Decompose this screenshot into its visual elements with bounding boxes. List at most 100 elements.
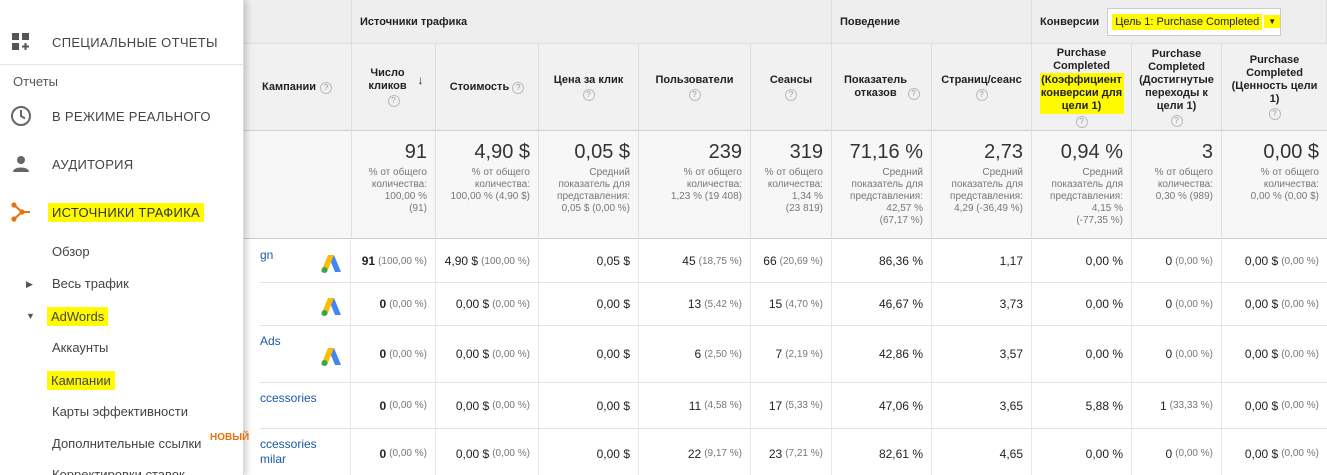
- cell-percent: (0,00 %): [1281, 400, 1319, 411]
- sidebar-subitem-bid-adjustments[interactable]: Корректировки ставок: [52, 467, 185, 475]
- header-cost[interactable]: Стоимость ?: [436, 44, 539, 131]
- help-icon[interactable]: ?: [688, 88, 701, 101]
- clock-icon: [10, 105, 32, 127]
- sidebar-subitem-campaigns[interactable]: Кампании: [47, 371, 115, 390]
- help-icon[interactable]: ?: [512, 82, 525, 94]
- cell-clicks: 0 (0,00 %): [352, 429, 436, 475]
- total-sub: 100,00 % (4,90 $): [450, 191, 531, 202]
- header-completions[interactable]: Purchase Completed (Достигнутые переходы…: [1132, 44, 1222, 131]
- sidebar-subitem-adwords[interactable]: AdWords: [47, 307, 109, 326]
- table-row[interactable]: 0 (0,00 %) 0,00 $ (0,00 %) 0,00 $13 (5,42 %) 1…: [260, 283, 1327, 326]
- cell-percent: (4,58 %): [704, 400, 742, 411]
- sidebar-subitem-all-traffic[interactable]: Весь трафик: [52, 276, 129, 291]
- total-sub: 0,30 % (989): [1155, 191, 1213, 202]
- header-cpc-label: Цена за клик: [553, 73, 624, 86]
- cell-value: 6: [694, 347, 702, 361]
- help-icon[interactable]: ?: [907, 88, 920, 100]
- cell-percent: (0,00 %): [1175, 298, 1213, 310]
- cell-percent: (0,00 %): [389, 298, 427, 310]
- sidebar-subitem-sitelinks[interactable]: Дополнительные ссылки: [52, 436, 202, 451]
- total-sub: (91): [409, 203, 427, 214]
- sidebar-subitem-accounts[interactable]: Аккаунты: [52, 340, 109, 355]
- help-icon[interactable]: ?: [785, 88, 797, 101]
- goal-dropdown[interactable]: Цель 1: Purchase Completed ▼: [1107, 7, 1282, 36]
- cell-value: 7: [775, 347, 783, 361]
- header-bounce-label: Показатель отказов: [843, 74, 908, 99]
- campaign-link[interactable]: gn: [260, 248, 274, 262]
- cell-percent: (0,00 %): [492, 348, 530, 360]
- cell-clicks: 0 (0,00 %): [352, 383, 436, 428]
- cell-percent: (0,00 %): [1281, 298, 1319, 310]
- help-icon[interactable]: ?: [1268, 108, 1281, 120]
- total-sub: Средний: [589, 167, 630, 178]
- caret-right-icon[interactable]: ▶: [26, 279, 33, 289]
- table-row[interactable]: ccessories milar 0 (0,00 %) 0,00 $ (0,00 %) 0,…: [260, 429, 1327, 475]
- header-sessions[interactable]: Сеансы?: [751, 44, 832, 131]
- cell-value: 0,00 $: [455, 446, 490, 461]
- sidebar-item-realtime[interactable]: В РЕЖИМЕ РЕАЛЬНОГО: [0, 100, 244, 132]
- sidebar-item-audience[interactable]: АУДИТОРИЯ: [0, 148, 244, 180]
- cell-percent: (18,75 %): [698, 255, 742, 267]
- campaign-link[interactable]: milar: [260, 452, 286, 466]
- campaign-link[interactable]: ccessories: [260, 437, 317, 451]
- help-icon[interactable]: ?: [387, 95, 400, 107]
- caret-down-icon[interactable]: ▼: [26, 311, 35, 321]
- table-row[interactable]: ccessories 0 (0,00 %) 0,00 $ (0,00 %) 0,00 $1…: [260, 383, 1327, 429]
- campaign-link[interactable]: ccessories: [260, 391, 317, 405]
- table-row[interactable]: Ads 0 (0,00 %) 0,00 $ (0,00 %) 0,00 $6 (2,50 %…: [260, 326, 1327, 383]
- cell-percent: (0,00 %): [492, 448, 530, 459]
- total-sub: показатель для: [951, 179, 1023, 190]
- total-bounce-value: 71,16 %: [849, 141, 923, 163]
- total-sub: представления:: [850, 191, 923, 202]
- total-sub: (67,17 %): [879, 215, 923, 226]
- help-icon[interactable]: ?: [320, 82, 333, 94]
- sidebar-item-label: АУДИТОРИЯ: [52, 156, 134, 172]
- header-value[interactable]: Purchase Completed (Ценность цели 1) ?: [1222, 44, 1327, 131]
- cell-value: 0: [379, 446, 387, 461]
- total-sub: 1,34 %: [791, 191, 823, 202]
- sidebar-subitem-treemaps[interactable]: Карты эффективности: [52, 404, 188, 419]
- cell-value: 42,86 %: [878, 347, 923, 361]
- sidebar-item-acquisition[interactable]: ИСТОЧНИКИ ТРАФИКА: [0, 196, 244, 228]
- help-icon[interactable]: ?: [1170, 114, 1183, 127]
- cell-value: 17: [768, 398, 783, 413]
- cell-sessions: 66 (20,69 %): [751, 240, 832, 282]
- help-icon[interactable]: ?: [582, 88, 595, 101]
- header-pages[interactable]: Страниц/сеанс?: [932, 44, 1032, 131]
- cell-percent: (2,19 %): [785, 348, 823, 360]
- cell-clicks: 0 (0,00 %): [352, 283, 436, 325]
- group-acquisition: Источники трафика: [352, 0, 832, 44]
- cell-conv: 0,00 %: [1032, 429, 1132, 475]
- total-users: 239 % от общего количества: 1,23 % (19 408…: [639, 131, 751, 239]
- total-sub: 42,57 %: [886, 203, 923, 214]
- cell-value: 46,67 %: [878, 297, 923, 311]
- header-users[interactable]: Пользователи?: [639, 44, 751, 131]
- cell-value: 0,00 $: [1244, 446, 1279, 461]
- campaign-cell: ccessories: [260, 383, 351, 428]
- sidebar-item-special-reports[interactable]: СПЕЦИАЛЬНЫЕ ОТЧЕТЫ: [0, 26, 244, 58]
- cell-percent: (0,00 %): [389, 400, 427, 411]
- cell-percent: (0,00 %): [389, 348, 427, 360]
- total-sub: количества:: [1263, 179, 1319, 190]
- cell-percent: (100,00 %): [378, 255, 427, 267]
- cell-pages: 4,65: [932, 429, 1032, 475]
- header-bounce[interactable]: Показатель отказов?: [832, 44, 932, 131]
- help-icon[interactable]: ?: [1075, 115, 1088, 128]
- campaign-link[interactable]: Ads: [260, 334, 281, 348]
- group-behavior-label: Поведение: [840, 15, 900, 28]
- header-cpc[interactable]: Цена за клик?: [539, 44, 639, 131]
- header-clicks[interactable]: Число кликов ↓ ?: [352, 44, 436, 131]
- reports-section-header: Отчеты: [13, 74, 58, 89]
- new-badge: НОВЫЙ: [210, 432, 250, 443]
- sidebar-subitem-overview[interactable]: Обзор: [52, 244, 90, 259]
- help-icon[interactable]: ?: [975, 88, 988, 101]
- cell-value: 0,00 $ (0,00 %): [1222, 240, 1327, 282]
- sort-down-icon: ↓: [417, 72, 424, 87]
- total-sub: % от общего: [1154, 167, 1213, 178]
- header-conv-rate[interactable]: Purchase Completed (Коэффициент конверси…: [1032, 44, 1132, 131]
- cell-percent: (4,70 %): [785, 298, 823, 310]
- total-sub: 4,29 (-36,49 %): [954, 203, 1023, 214]
- total-sub: (-77,35 %): [1076, 215, 1123, 226]
- table-row[interactable]: gn 91 (100,00 %) 4,90 $ (100,00 %) 0,05 $45 (1…: [260, 240, 1327, 283]
